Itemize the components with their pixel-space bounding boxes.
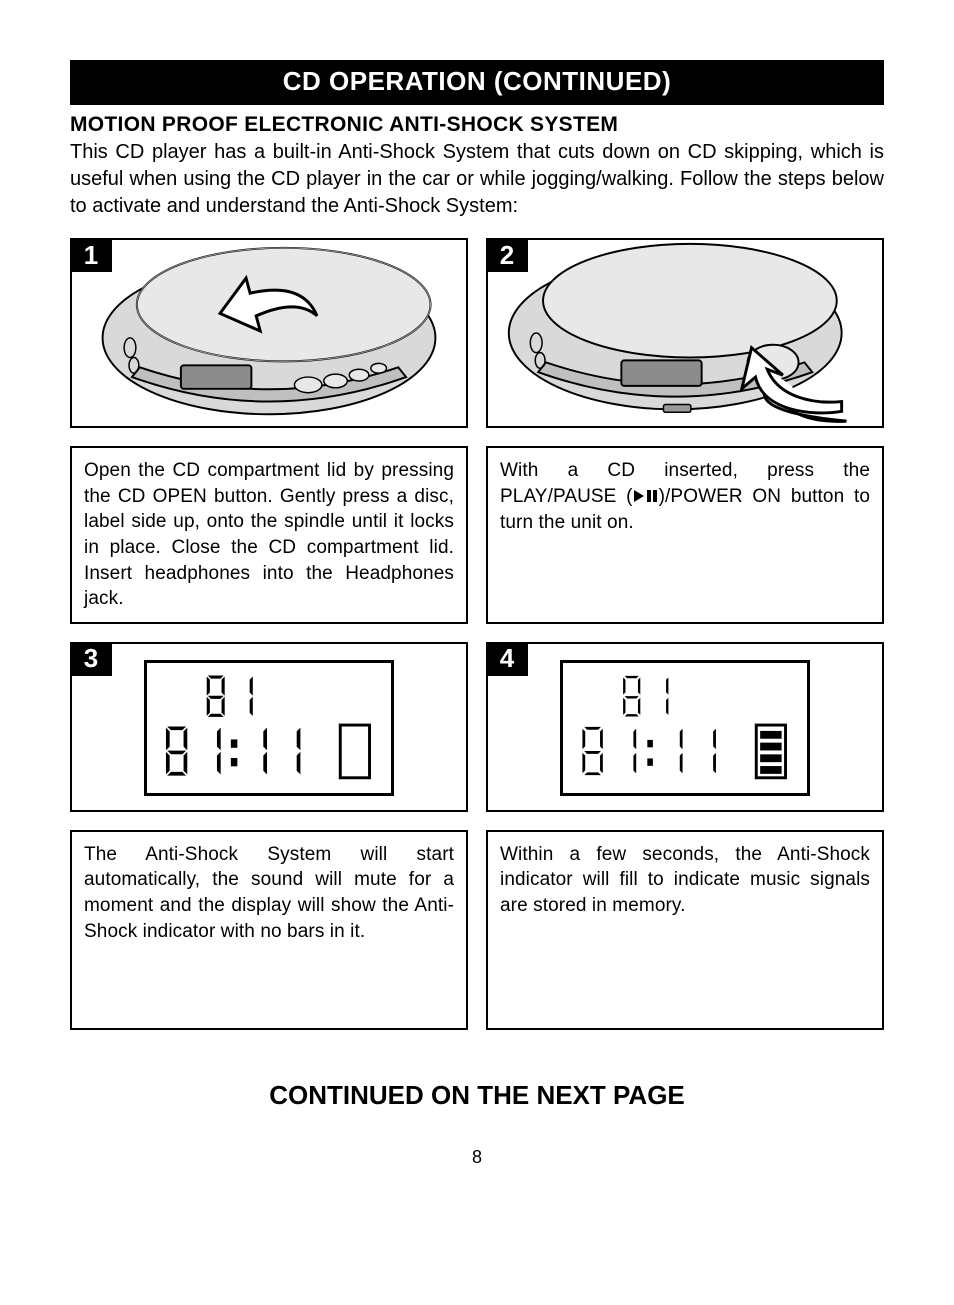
step-2-image: 2 (486, 238, 884, 428)
step-1-number: 1 (70, 238, 112, 272)
section-title-bar: CD OPERATION (CONTINUED) (70, 60, 884, 105)
step-1-text: Open the CD compartment lid by pressing … (70, 446, 468, 624)
step-4-number: 4 (486, 642, 528, 676)
step-2-text: With a CD inserted, press the PLAY/PAUSE… (486, 446, 884, 624)
step-2-number: 2 (486, 238, 528, 272)
sub-heading: MOTION PROOF ELECTRONIC ANTI-SHOCK SYSTE… (70, 113, 884, 137)
lcd-display-full (560, 660, 810, 796)
step-3-number: 3 (70, 642, 112, 676)
step-4-image: 4 (486, 642, 884, 812)
continued-label: CONTINUED ON THE NEXT PAGE (70, 1080, 884, 1111)
step-3-text: The Anti-Shock System will start automat… (70, 830, 468, 1030)
play-pause-icon (633, 485, 659, 511)
lcd-display-empty (144, 660, 394, 796)
step-4-text: Within a few seconds, the Anti-Shock ind… (486, 830, 884, 1030)
steps-grid: 1 2 (70, 238, 884, 1030)
cd-player-play-illustration (488, 240, 882, 426)
intro-paragraph: This CD player has a built-in Anti-Shock… (70, 139, 884, 220)
step-3-image: 3 (70, 642, 468, 812)
page-number: 8 (70, 1147, 884, 1168)
cd-player-open-illustration (72, 240, 466, 426)
step-1-image: 1 (70, 238, 468, 428)
